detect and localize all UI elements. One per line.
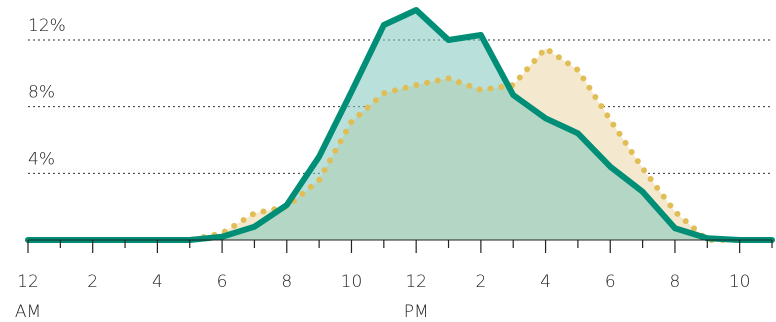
x-tick-label: 4 <box>540 272 551 292</box>
x-tick-label: 10 <box>341 272 363 292</box>
x-tick-label: 12 <box>405 272 427 292</box>
x-tick-label: 2 <box>87 272 98 292</box>
period-label: AM <box>15 302 41 322</box>
x-tick-label: 2 <box>475 272 486 292</box>
x-tick-label: 8 <box>281 272 292 292</box>
x-tick-label: 4 <box>152 272 163 292</box>
y-tick-label: 12% <box>28 16 66 36</box>
period-label: PM <box>404 302 429 322</box>
x-tick-label: 6 <box>605 272 616 292</box>
area-fill <box>28 10 772 240</box>
y-tick-label: 4% <box>28 149 55 169</box>
y-tick-label: 8% <box>28 83 55 103</box>
x-tick-label: 10 <box>729 272 751 292</box>
x-tick-label: 6 <box>217 272 228 292</box>
x-tick-label: 8 <box>670 272 681 292</box>
x-tick-label: 12 <box>17 272 39 292</box>
